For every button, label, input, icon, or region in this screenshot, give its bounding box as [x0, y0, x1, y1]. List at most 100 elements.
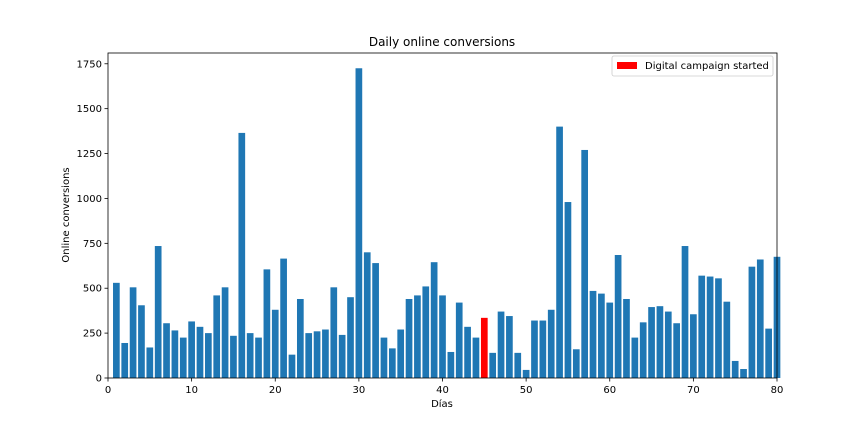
bar-day-8 — [171, 330, 179, 378]
bar-day-62 — [623, 298, 630, 378]
bar-day-63 — [631, 337, 639, 378]
bar-day-53 — [547, 309, 555, 378]
y-axis-label: Online conversions — [61, 167, 72, 262]
bar-day-18 — [255, 337, 262, 378]
bar-day-75 — [731, 360, 739, 378]
bar-day-27 — [330, 287, 338, 378]
x-tick-label: 60 — [603, 385, 616, 396]
bar-day-47 — [497, 311, 505, 378]
bar-day-1 — [113, 282, 120, 378]
bar-day-21 — [280, 258, 287, 378]
bar-day-57 — [581, 149, 589, 378]
bar-day-73 — [715, 278, 722, 378]
y-tick-label: 250 — [83, 329, 102, 340]
bars-group — [113, 68, 781, 379]
bar-day-60 — [606, 302, 614, 378]
x-tick-label: 0 — [105, 385, 111, 396]
legend-swatch — [617, 62, 637, 69]
x-tick-label: 50 — [520, 385, 533, 396]
bar-day-25 — [313, 331, 321, 378]
x-tick-label: 80 — [771, 385, 784, 396]
bar-day-78 — [756, 259, 764, 378]
x-tick-label: 10 — [185, 385, 198, 396]
bar-day-49 — [514, 352, 522, 378]
x-tick-label: 30 — [353, 385, 366, 396]
bar-day-59 — [598, 293, 605, 378]
bar-day-71 — [698, 275, 706, 378]
bar-day-20 — [271, 309, 279, 378]
y-axis-ticks: 0 250 500 750 1000 1250 1500 1750 — [77, 59, 108, 385]
bar-day-30 — [355, 68, 363, 379]
bar-day-44 — [472, 337, 480, 378]
y-tick-label: 1500 — [77, 104, 102, 115]
bar-day-11 — [196, 326, 204, 378]
bar-day-37 — [414, 295, 421, 378]
bar-day-31 — [363, 252, 371, 378]
bar-day-36 — [405, 298, 413, 378]
bar-day-65 — [648, 307, 655, 378]
bar-day-15 — [230, 335, 237, 378]
bar-day-58 — [589, 290, 597, 378]
y-tick-label: 1750 — [77, 59, 102, 70]
x-axis-label: Días — [431, 398, 453, 410]
bar-day-22 — [288, 354, 296, 378]
bar-day-66 — [656, 306, 664, 378]
bar-day-76 — [740, 369, 747, 378]
bar-day-26 — [322, 329, 329, 378]
bar-day-68 — [673, 323, 680, 378]
bar-day-69 — [681, 246, 689, 378]
bar-day-7 — [163, 323, 170, 378]
bar-day-35 — [397, 329, 405, 378]
bar-day-67 — [664, 311, 672, 378]
bar-day-23 — [296, 298, 304, 378]
bar-day-9 — [179, 337, 187, 378]
bar-day-33 — [380, 337, 388, 378]
bar-day-50 — [522, 369, 530, 378]
bar-day-4 — [138, 305, 145, 378]
y-tick-label: 500 — [83, 284, 102, 295]
bar-day-70 — [690, 314, 697, 378]
bar-day-5 — [146, 347, 154, 378]
x-tick-label: 70 — [687, 385, 700, 396]
bar-day-40 — [439, 295, 446, 378]
y-tick-label: 1000 — [77, 194, 102, 205]
bar-day-64 — [639, 322, 647, 378]
y-tick-label: 0 — [96, 374, 102, 385]
bar-day-2 — [121, 342, 129, 378]
bar-day-51 — [531, 320, 538, 378]
bar-day-77 — [748, 266, 756, 378]
bar-day-17 — [246, 333, 254, 378]
x-axis-ticks: 0 10 20 30 40 50 60 70 80 — [105, 378, 784, 396]
bar-day-29 — [347, 297, 354, 378]
bar-day-14 — [221, 287, 229, 378]
bar-day-61 — [614, 255, 622, 378]
bar-day-6 — [154, 246, 162, 378]
bar-day-52 — [539, 320, 547, 378]
bar-day-54 — [556, 126, 563, 379]
y-tick-label: 750 — [83, 239, 102, 250]
bar-day-45 — [480, 317, 488, 378]
legend-label: Digital campaign started — [645, 61, 769, 72]
bar-day-72 — [706, 276, 714, 378]
legend: Digital campaign started — [611, 55, 774, 77]
bar-day-79 — [765, 328, 772, 378]
bar-day-42 — [455, 302, 463, 378]
bar-day-46 — [489, 352, 497, 378]
bar-day-74 — [723, 301, 731, 378]
bar-day-55 — [564, 202, 572, 378]
bar-day-28 — [338, 334, 346, 378]
bar-day-3 — [129, 287, 137, 378]
bar-day-32 — [372, 263, 379, 378]
bar-day-12 — [205, 333, 212, 378]
bar-day-56 — [572, 349, 580, 378]
bar-day-41 — [447, 351, 455, 378]
bar-day-19 — [263, 269, 271, 378]
bar-day-16 — [238, 132, 246, 378]
bar-day-48 — [506, 316, 513, 378]
bar-day-13 — [213, 295, 221, 378]
x-tick-label: 20 — [269, 385, 282, 396]
y-tick-label: 1250 — [77, 149, 102, 160]
legend-box — [611, 55, 774, 77]
chart-title: Daily online conversions — [369, 35, 515, 49]
